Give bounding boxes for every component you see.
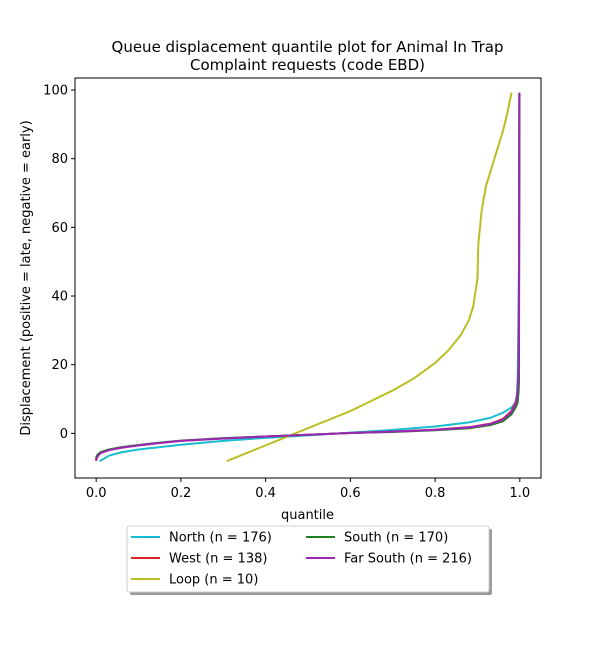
- x-tick-label: 1.0: [509, 486, 530, 501]
- y-tick-label: 100: [43, 84, 68, 99]
- chart-title-line-1: Queue displacement quantile plot for Ani…: [112, 38, 504, 56]
- y-tick-label: 60: [51, 221, 68, 236]
- series-line-3: [95, 92, 521, 459]
- legend-label: West (n = 138): [169, 552, 267, 567]
- legend-label: Loop (n = 10): [169, 573, 258, 588]
- x-tick-label: 0.6: [340, 486, 361, 501]
- x-tick-label: 0.0: [86, 486, 107, 501]
- legend-label: South (n = 170): [344, 531, 448, 546]
- y-axis-label: Displacement (positive = late, negative …: [19, 120, 34, 435]
- x-tick-label: 0.8: [425, 486, 446, 501]
- x-axis-label: quantile: [281, 508, 334, 523]
- y-tick-label: 0: [60, 427, 68, 442]
- y-tick-label: 40: [51, 290, 68, 305]
- legend-label: North (n = 176): [169, 531, 272, 546]
- series-line-0: [99, 92, 521, 462]
- chart-title-line-2: Complaint requests (code EBD): [190, 56, 425, 74]
- plot-frame: [74, 77, 542, 479]
- axes: 0.0 0.2 0.4 0.6 0.8 1.0 0 20 40 60 80 100: [43, 77, 542, 501]
- x-tick-label: 0.2: [171, 486, 192, 501]
- x-tick-label: 0.4: [255, 486, 276, 501]
- y-tick-label: 80: [51, 152, 68, 167]
- legend: North (n = 176) West (n = 138) Loop (n = 1…: [126, 525, 492, 595]
- legend-label: Far South (n = 216): [344, 552, 472, 567]
- series-line-4: [95, 92, 521, 462]
- y-tick-label: 20: [51, 358, 68, 373]
- plot-area: [95, 92, 521, 462]
- series-line-2: [226, 92, 513, 462]
- series-line-1: [95, 92, 521, 461]
